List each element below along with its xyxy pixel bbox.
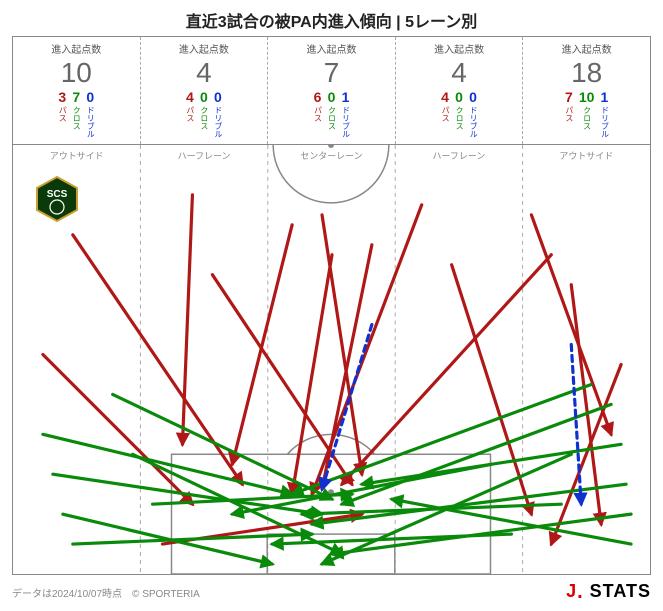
- cross-count: 0クロス: [200, 90, 208, 138]
- cross-count: 0クロス: [327, 90, 335, 138]
- footer-brand: J. STATS: [566, 581, 651, 604]
- stat-total: 7: [268, 56, 395, 90]
- stat-total: 18: [523, 56, 650, 90]
- svg-text:SCS: SCS: [47, 189, 68, 200]
- stat-label: 進入起点数: [13, 41, 140, 56]
- stat-label: 進入起点数: [268, 41, 395, 56]
- lane-stat: 進入起点数44パス 0クロス 0ドリブル: [140, 37, 268, 144]
- pitch: アウトサイド ハーフレーン センターレーン ハーフレーン アウトサイド SCS: [12, 145, 651, 575]
- dribble-count: 1ドリブル: [600, 90, 608, 138]
- cross-count: 10クロス: [579, 90, 595, 138]
- cross-count: 7クロス: [72, 90, 80, 138]
- footer-credit: データは2024/10/07時点 © SPORTERIA: [12, 585, 200, 600]
- svg-text:ハーフレーン: ハーフレーン: [178, 151, 231, 161]
- dribble-count: 0ドリブル: [86, 90, 94, 138]
- dribble-count: 0ドリブル: [214, 90, 222, 138]
- lane-stat: 進入起点数44パス 0クロス 0ドリブル: [395, 37, 523, 144]
- pass-count: 6パス: [313, 90, 321, 138]
- svg-text:アウトサイド: アウトサイド: [559, 151, 613, 161]
- lane-stat: 進入起点数187パス 10クロス 1ドリブル: [522, 37, 651, 144]
- dribble-count: 0ドリブル: [469, 90, 477, 138]
- brand-rest: STATS: [584, 581, 651, 601]
- dribble-count: 1ドリブル: [341, 90, 349, 138]
- stat-breakdown: 6パス 0クロス 1ドリブル: [268, 90, 395, 138]
- brand-j: J: [566, 581, 577, 601]
- cross-count: 0クロス: [455, 90, 463, 138]
- pass-count: 4パス: [441, 90, 449, 138]
- lane-stat: 進入起点数103パス 7クロス 0ドリブル: [12, 37, 140, 144]
- chart-container: 直近3試合の被PA内進入傾向 | 5レーン別 進入起点数103パス7クロス0ドリ…: [0, 0, 663, 611]
- pitch-svg: アウトサイド ハーフレーン センターレーン ハーフレーン アウトサイド: [13, 145, 650, 574]
- stat-breakdown: 4パス 0クロス 0ドリブル: [396, 90, 523, 138]
- pass-count: 3パス: [58, 90, 66, 138]
- svg-text:ハーフレーン: ハーフレーン: [432, 151, 485, 161]
- svg-text:アウトサイド: アウトサイド: [50, 151, 104, 161]
- chart-title: 直近3試合の被PA内進入傾向 | 5レーン別: [0, 0, 663, 36]
- stat-breakdown: 3パス 7クロス 0ドリブル: [13, 90, 140, 138]
- team-badge: SCS: [33, 175, 81, 223]
- lane-stats-row: 進入起点数103パス7クロス0ドリブル進入起点数44パス0クロス0ドリブル進入起…: [12, 36, 651, 145]
- stat-label: 進入起点数: [523, 41, 650, 56]
- stat-total: 4: [396, 56, 523, 90]
- stat-total: 4: [141, 56, 268, 90]
- stat-breakdown: 4パス 0クロス 0ドリブル: [141, 90, 268, 138]
- stat-total: 10: [13, 56, 140, 90]
- footer: データは2024/10/07時点 © SPORTERIA J. STATS: [12, 581, 651, 604]
- pass-count: 7パス: [565, 90, 573, 138]
- stat-breakdown: 7パス 10クロス 1ドリブル: [523, 90, 650, 138]
- lane-stat: 進入起点数76パス 0クロス 1ドリブル: [267, 37, 395, 144]
- pass-count: 4パス: [186, 90, 194, 138]
- svg-text:センターレーン: センターレーン: [300, 151, 362, 161]
- stat-label: 進入起点数: [141, 41, 268, 56]
- stat-label: 進入起点数: [396, 41, 523, 56]
